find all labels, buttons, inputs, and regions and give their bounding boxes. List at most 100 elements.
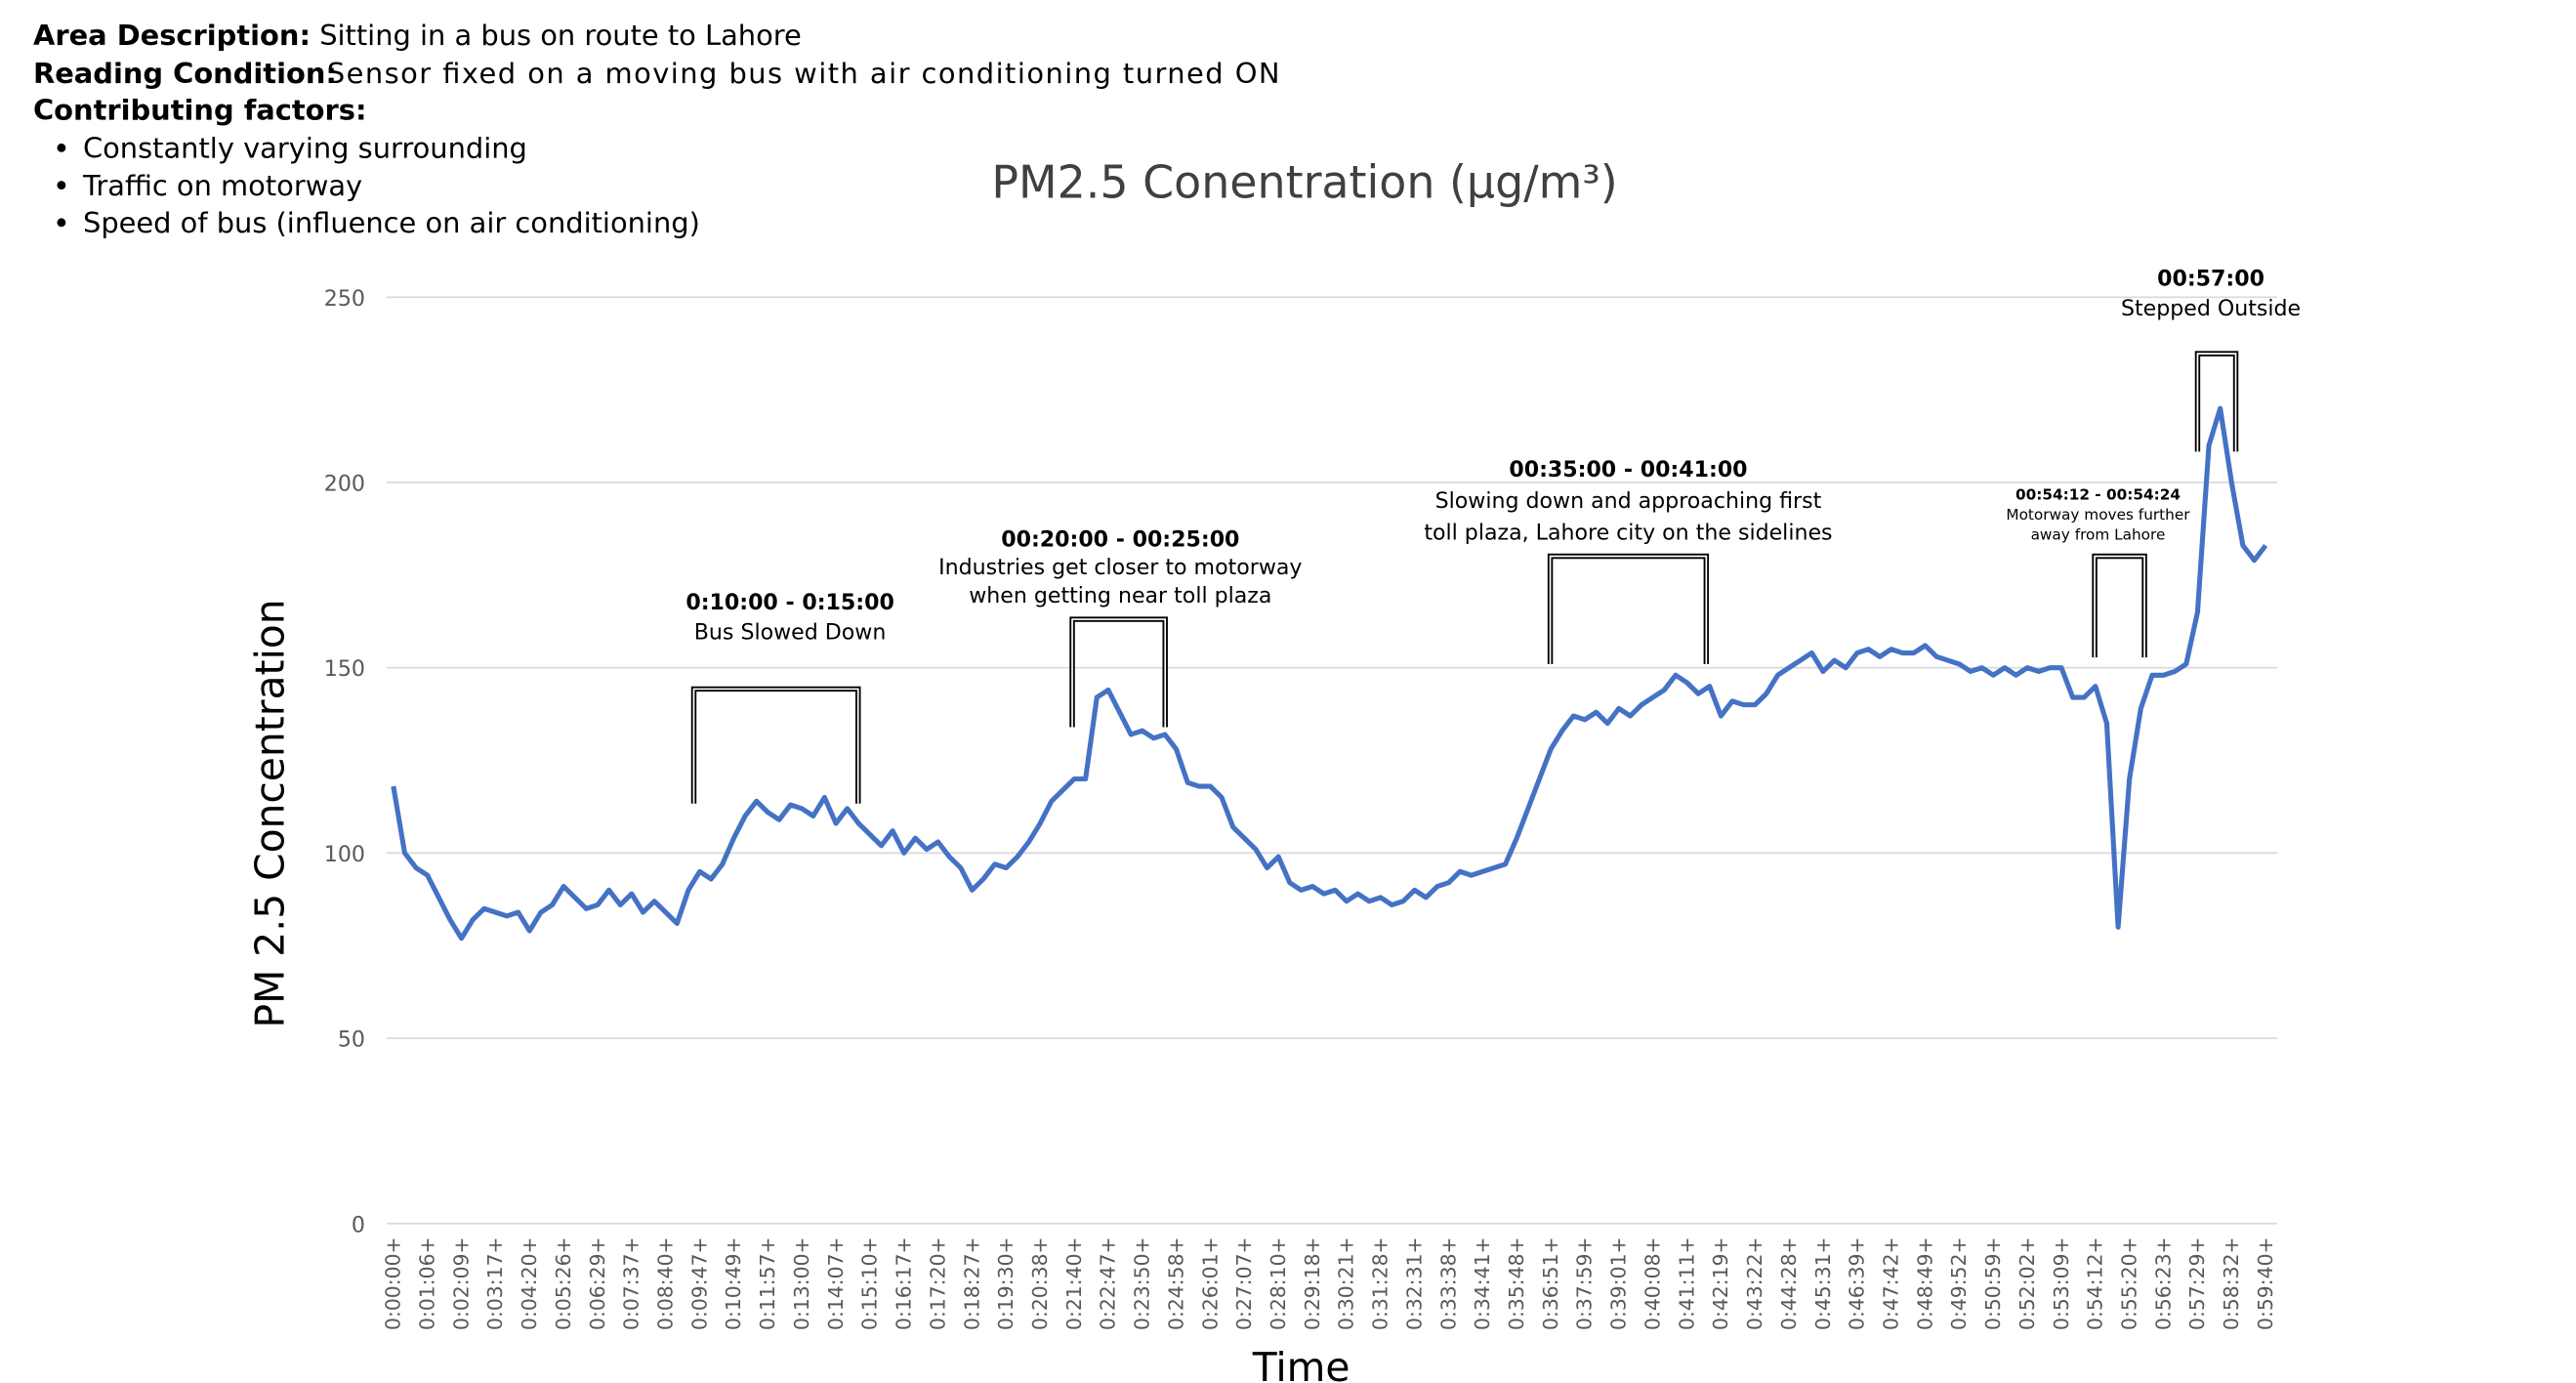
reading-text: Sensor fixed on a moving bus with air co… [327,57,1280,90]
annotation-text: Stepped Outside [2121,296,2301,321]
x-tick-label: 0:34:41+ [1471,1236,1494,1330]
x-tick-label: 0:55:20+ [2118,1236,2141,1330]
x-tick-label: 0:37:59+ [1573,1236,1597,1330]
x-tick-label: 0:26:01+ [1198,1236,1222,1330]
area-label: Area Description: [33,19,311,52]
x-tick-label: 0:14:07+ [824,1236,848,1330]
x-axis-label: Time [1252,1344,1350,1383]
y-tick-label: 250 [324,286,365,312]
x-tick-label: 0:54:12+ [2084,1236,2107,1330]
x-tick-label: 0:53:09+ [2050,1236,2073,1330]
x-tick-label: 0:27:07+ [1232,1236,1256,1330]
x-tick-label: 0:58:32+ [2220,1236,2243,1330]
chart-title: PM2.5 Conentration (µg/m³) [991,155,1617,208]
x-tick-label: 0:42:19+ [1709,1236,1732,1330]
y-tick-label: 50 [338,1027,365,1053]
y-tick-label: 150 [324,656,365,682]
x-tick-label: 0:07:37+ [620,1236,644,1330]
x-tick-label: 0:33:38+ [1436,1236,1460,1330]
x-tick-label: 0:21:40+ [1062,1236,1086,1330]
x-tick-label: 0:18:27+ [960,1236,983,1330]
y-axis-label: PM 2.5 Concentration [247,599,294,1027]
x-tick-label: 0:39:01+ [1607,1236,1631,1330]
x-tick-label: 0:00:00+ [382,1236,405,1330]
x-tick-label: 0:23:50+ [1131,1236,1154,1330]
x-tick-label: 0:29:18+ [1301,1236,1324,1330]
bracket-inner [2196,353,2237,452]
annotation-text: Slowing down and approaching first [1435,488,1822,514]
y-tick-label: 100 [324,842,365,867]
factor: Constantly varying surrounding [83,132,527,165]
x-tick-label: 0:47:42+ [1879,1236,1902,1330]
x-tick-label: 0:16:17+ [893,1236,916,1330]
annotation-text: Motorway moves further [2006,506,2190,524]
annotation-text: away from Lahore [2031,525,2166,543]
x-tick-label: 0:24:58+ [1164,1236,1187,1330]
x-tick-label: 0:36:51+ [1539,1236,1562,1330]
x-tick-label: 0:19:30+ [994,1236,1018,1330]
annotation-time: 00:35:00 - 00:41:00 [1509,457,1747,482]
data-line [391,405,2268,942]
bracket-inner [1071,618,1167,728]
x-tick-label: 0:43:22+ [1743,1236,1766,1330]
bracket [2194,351,2239,452]
x-tick-label: 0:03:17+ [483,1236,507,1330]
x-tick-label: 0:17:20+ [926,1236,949,1330]
bullet [57,143,66,152]
x-tick-label: 0:11:57+ [756,1236,779,1330]
x-tick-label: 0:09:47+ [687,1236,711,1330]
annotation-time: 00:54:12 - 00:54:24 [2015,486,2181,504]
bracket [2092,553,2147,658]
factors-label: Contributing factors: [33,93,367,126]
x-tick-label: 0:57:29+ [2185,1236,2209,1330]
y-tick-label: 0 [352,1212,365,1237]
factor: Speed of bus (influence on air condition… [83,206,700,239]
x-tick-label: 0:44:28+ [1777,1236,1801,1330]
x-tick-label: 0:32:31+ [1402,1236,1426,1330]
annotation-time: 00:57:00 [2157,266,2264,291]
area-text: Sitting in a bus on route to Lahore [319,19,802,52]
x-tick-label: 0:05:26+ [552,1236,575,1330]
bracket-inner [692,688,859,804]
bracket [690,686,861,804]
bracket-inner [2094,555,2145,658]
y-tick-label: 200 [324,472,365,497]
bullet [57,218,66,228]
x-tick-label: 0:28:10+ [1267,1236,1290,1330]
factor: Traffic on motorway [82,169,362,202]
annotation-text: when getting near toll plaza [969,583,1271,608]
bracket [1547,553,1710,664]
area-line: Area Description: Sitting in a bus on ro… [33,19,802,52]
annotation-text: toll plaza, Lahore city on the sidelines [1424,520,1832,545]
x-tick-label: 0:59:40+ [2254,1236,2277,1330]
x-tick-label: 0:08:40+ [654,1236,678,1330]
annotation-text: Bus Slowed Down [694,619,887,645]
x-tick-label: 0:45:31+ [1811,1236,1835,1330]
annotation-time: 00:20:00 - 00:25:00 [1001,526,1239,552]
x-tick-label: 0:06:29+ [586,1236,609,1330]
x-tick-label: 0:40:08+ [1641,1236,1664,1330]
x-tick-label: 0:30:21+ [1335,1236,1358,1330]
x-tick-label: 0:35:48+ [1505,1236,1528,1330]
x-tick-label: 0:22:47+ [1097,1236,1120,1330]
reading-label: Reading Condition: [33,57,337,90]
bracket-inner [1549,555,1708,664]
x-tick-label: 0:50:59+ [1981,1236,2005,1330]
x-tick-label: 0:46:39+ [1846,1236,1869,1330]
x-tick-label: 0:02:09+ [449,1236,473,1330]
x-tick-label: 0:56:23+ [2151,1236,2175,1330]
x-tick-label: 0:41:11+ [1675,1236,1698,1330]
x-tick-label: 0:01:06+ [415,1236,438,1330]
x-tick-label: 0:52:02+ [2015,1236,2039,1330]
x-tick-label: 0:31:28+ [1369,1236,1392,1330]
x-tick-label: 0:04:20+ [518,1236,541,1330]
x-tick-label: 0:13:00+ [790,1236,813,1330]
x-tick-label: 0:49:52+ [1947,1236,1971,1330]
annotation-text: Industries get closer to motorway [938,555,1302,580]
annotation-time: 0:10:00 - 0:15:00 [686,590,893,615]
bullet [57,181,66,189]
x-tick-label: 0:48:49+ [1913,1236,1936,1330]
x-tick-label: 0:15:10+ [858,1236,882,1330]
